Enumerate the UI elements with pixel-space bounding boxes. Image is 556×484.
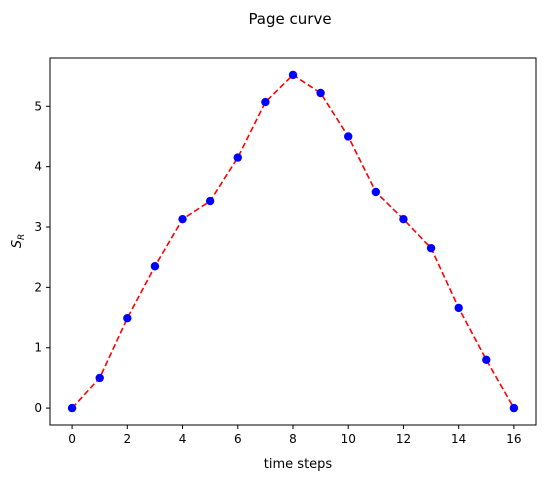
x-tick-label: 8 — [289, 432, 297, 446]
y-tick-label: 2 — [34, 280, 42, 294]
chart-title: Page curve — [248, 10, 331, 28]
data-point — [316, 88, 325, 98]
data-point — [205, 196, 215, 206]
data-point — [233, 153, 242, 162]
data-point — [95, 373, 104, 383]
y-axis-label-main: S — [10, 240, 25, 248]
x-tick-label: 10 — [341, 432, 356, 446]
y-axis: 0 1 2 3 4 5 — [34, 99, 50, 415]
y-tick-label: 4 — [34, 160, 42, 174]
y-tick-label: 1 — [34, 341, 42, 355]
data-point — [426, 243, 436, 253]
data-point — [150, 262, 160, 271]
y-tick-label: 5 — [34, 99, 42, 113]
data-point — [482, 355, 491, 365]
x-tick-label: 12 — [396, 432, 411, 446]
y-tick-label: 3 — [34, 220, 42, 234]
x-axis-label: time steps — [264, 457, 333, 472]
data-point — [344, 132, 353, 141]
x-tick-label: 6 — [234, 432, 242, 446]
data-point — [509, 403, 519, 413]
data-point — [123, 313, 132, 323]
x-tick-label: 0 — [68, 432, 76, 446]
x-tick-label: 16 — [506, 432, 521, 446]
x-tick-label: 14 — [451, 432, 466, 446]
plot-area-frame — [49, 57, 537, 426]
x-axis: 0 2 4 6 8 10 12 14 16 — [68, 425, 522, 446]
x-tick-label: 2 — [123, 432, 131, 446]
y-tick-label: 0 — [34, 401, 42, 415]
data-point — [399, 214, 408, 224]
data-point — [178, 214, 187, 224]
series-layer — [67, 70, 519, 413]
data-point — [371, 187, 381, 197]
data-point — [454, 303, 463, 313]
data-point — [261, 97, 270, 107]
y-axis-label-subscript: R — [17, 234, 27, 240]
y-axis-label: SR — [10, 234, 27, 249]
x-tick-label: 4 — [179, 432, 187, 446]
data-point — [288, 70, 298, 80]
data-point — [67, 403, 77, 413]
